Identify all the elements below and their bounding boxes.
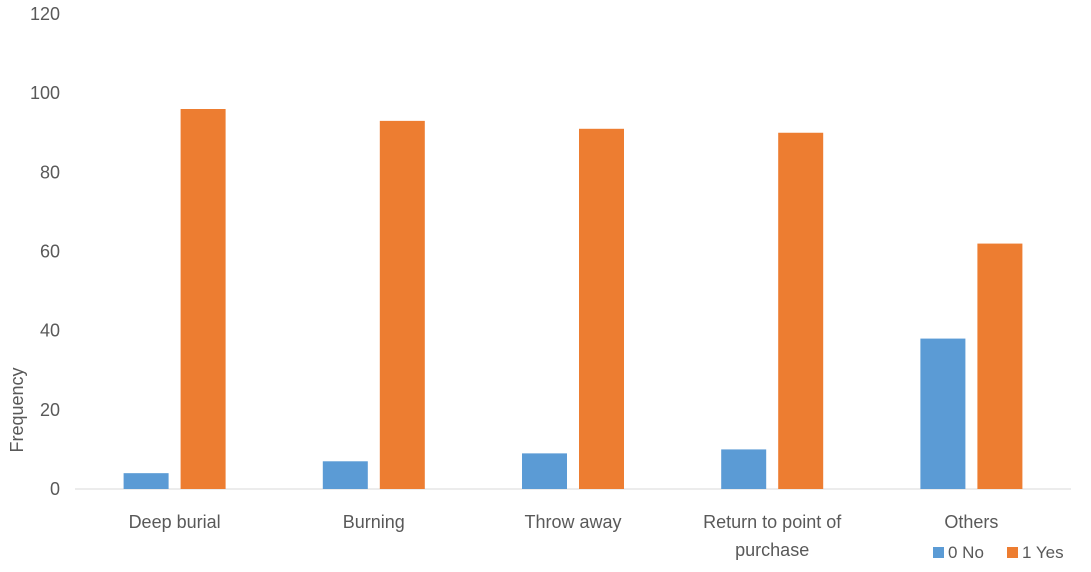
bar-no (123, 473, 169, 489)
y-axis-ticks: 0 20 40 60 80 100 120 (30, 4, 60, 499)
x-category-label: Return to point of purchase (703, 512, 842, 560)
bar-no (322, 461, 368, 489)
bar-yes (579, 128, 624, 489)
legend-label: 0 No (948, 543, 984, 562)
x-axis-labels: Deep burial Burning Throw away Return to po… (129, 512, 999, 560)
bar-no (721, 449, 767, 489)
y-tick-label: 0 (50, 479, 60, 499)
bar-yes (778, 132, 824, 489)
y-tick-label: 120 (30, 4, 60, 24)
y-tick-label: 100 (30, 83, 60, 103)
y-axis-title: Frequency (7, 367, 27, 452)
x-category-label: Burning (343, 512, 405, 532)
bar-yes (379, 120, 425, 489)
bar-yes (180, 109, 226, 489)
y-tick-label: 20 (40, 400, 60, 420)
x-category-label: Deep burial (129, 512, 221, 532)
legend: 0 No 1 Yes (933, 543, 1064, 562)
legend-swatch (1007, 547, 1018, 558)
bar-no (522, 453, 567, 489)
y-tick-label: 40 (40, 321, 60, 341)
bar-no (920, 338, 966, 489)
x-category-label: Throw away (524, 512, 621, 532)
legend-label: 1 Yes (1022, 543, 1064, 562)
bar-yes (977, 243, 1023, 489)
y-tick-label: 60 (40, 242, 60, 262)
bars (123, 109, 1023, 489)
y-tick-label: 80 (40, 162, 60, 182)
legend-swatch (933, 547, 944, 558)
x-category-label: Others (944, 512, 998, 532)
